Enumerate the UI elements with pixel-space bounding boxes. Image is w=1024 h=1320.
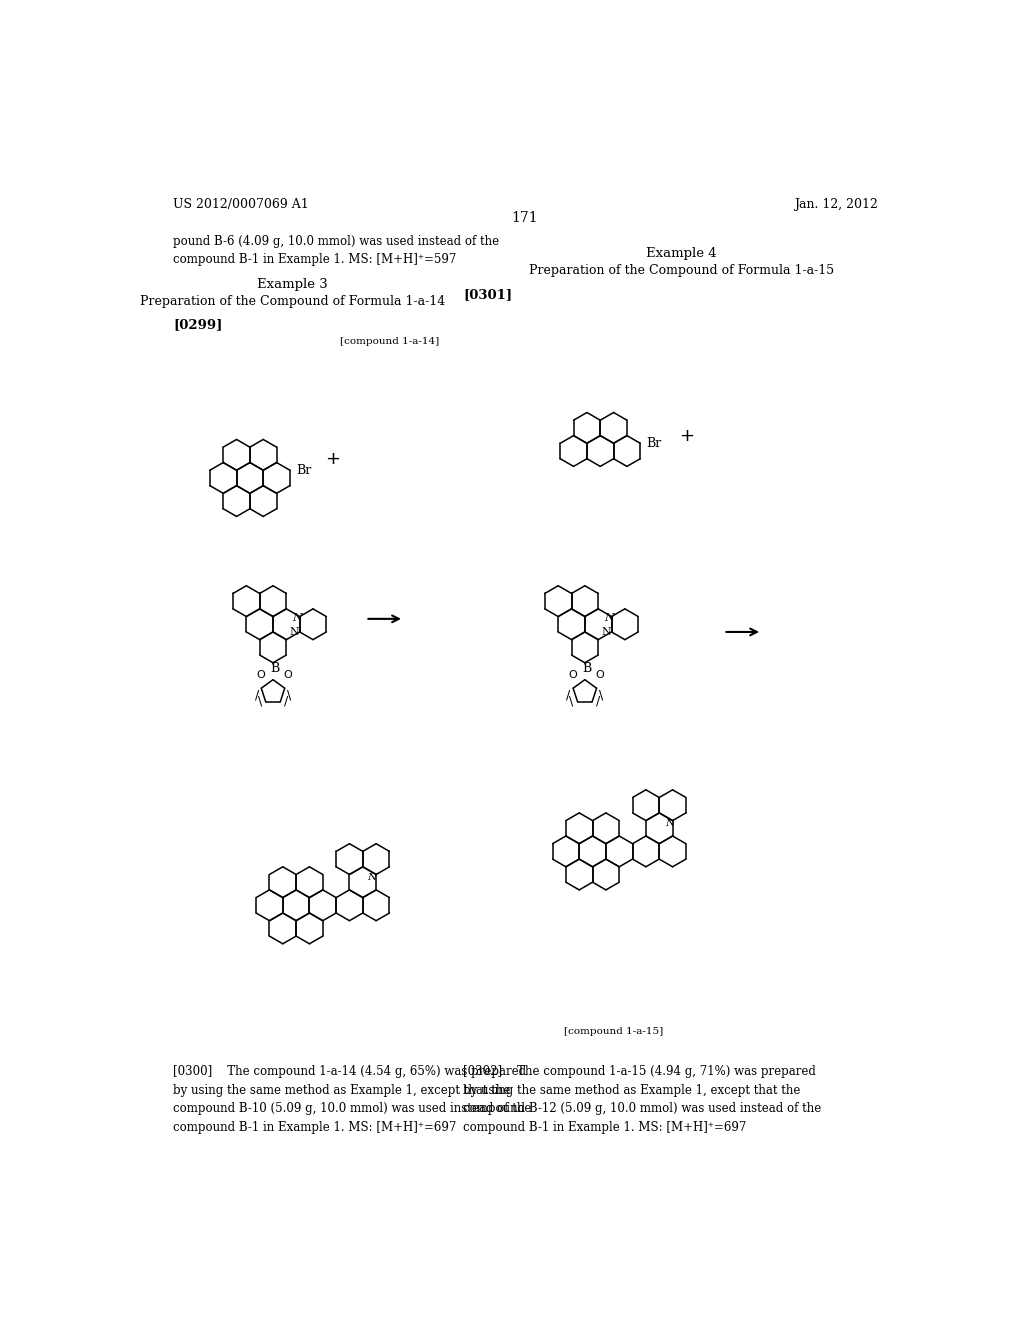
Text: N: N (666, 820, 675, 828)
Text: /: / (255, 688, 259, 701)
Text: [compound 1-a-15]: [compound 1-a-15] (564, 1027, 664, 1036)
Text: /: / (284, 694, 288, 708)
Text: \: \ (569, 694, 573, 708)
Text: [0300]    The compound 1-a-14 (4.54 g, 65%) was prepared
by using the same metho: [0300] The compound 1-a-14 (4.54 g, 65%)… (173, 1065, 531, 1134)
Text: O: O (568, 671, 577, 680)
Text: 171: 171 (511, 211, 539, 224)
Text: US 2012/0007069 A1: US 2012/0007069 A1 (173, 198, 308, 211)
Text: N: N (368, 873, 377, 882)
Text: Preparation of the Compound of Formula 1-a-15: Preparation of the Compound of Formula 1… (528, 264, 834, 277)
Text: pound B-6 (4.09 g, 10.0 mmol) was used instead of the
compound B-1 in Example 1.: pound B-6 (4.09 g, 10.0 mmol) was used i… (173, 235, 499, 267)
Text: \: \ (258, 694, 262, 708)
Text: +: + (326, 450, 340, 467)
Text: [0302]    The compound 1-a-15 (4.94 g, 71%) was prepared
by using the same metho: [0302] The compound 1-a-15 (4.94 g, 71%)… (463, 1065, 821, 1134)
Text: Br: Br (646, 437, 662, 450)
Text: Example 3: Example 3 (257, 277, 328, 290)
Text: /: / (566, 688, 570, 701)
Text: O: O (596, 671, 604, 680)
Text: O: O (284, 671, 293, 680)
Text: \: \ (287, 688, 291, 701)
Text: N: N (290, 627, 299, 638)
Text: Example 4: Example 4 (646, 247, 717, 260)
Text: [0299]: [0299] (173, 318, 222, 331)
Text: [0301]: [0301] (463, 288, 512, 301)
Text: N: N (601, 627, 611, 638)
Text: \: \ (599, 688, 603, 701)
Text: Jan. 12, 2012: Jan. 12, 2012 (794, 198, 878, 211)
Text: /: / (596, 694, 600, 708)
Text: [compound 1-a-14]: [compound 1-a-14] (340, 337, 439, 346)
Text: Preparation of the Compound of Formula 1-a-14: Preparation of the Compound of Formula 1… (139, 294, 444, 308)
Text: B: B (270, 663, 280, 676)
Text: O: O (256, 671, 265, 680)
Text: B: B (583, 663, 592, 676)
Text: N: N (604, 612, 614, 623)
Text: Br: Br (296, 463, 311, 477)
Text: +: + (679, 426, 694, 445)
Text: N: N (293, 612, 302, 623)
